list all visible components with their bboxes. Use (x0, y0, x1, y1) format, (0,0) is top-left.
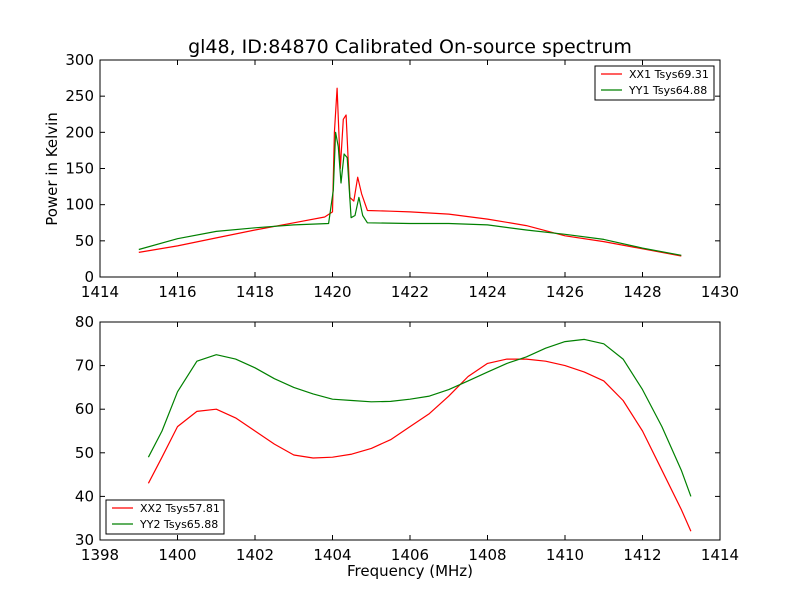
bottom-y-tick-label: 80 (75, 313, 94, 331)
top-y-tick-label: 300 (65, 51, 94, 69)
bottom-x-tick-label: 1404 (313, 546, 351, 564)
top-x-tick-label: 1430 (701, 283, 739, 301)
bottom-x-axis: 1398 1400 1402 1404 1406 1408 1410 1412 1414 (81, 322, 739, 564)
top-legend: XX1 Tsys69.31 YY1 Tsys64.88 (594, 65, 715, 101)
top-y-tick-label: 50 (75, 232, 94, 250)
bottom-series-line-1 (147, 338, 692, 497)
top-series-line-1 (138, 131, 682, 256)
bottom-series-line-0 (147, 358, 692, 532)
bottom-x-tick-label: 1414 (701, 546, 739, 564)
top-x-tick-label: 1424 (468, 283, 506, 301)
bottom-legend: XX2 Tsys57.81 YY2 Tsys65.88 (105, 499, 225, 535)
top-x-tick-label: 1418 (236, 283, 274, 301)
top-y-tick-label: 100 (65, 196, 94, 214)
bottom-x-tick-label: 1406 (391, 546, 429, 564)
bottom-panel: 1398 1400 1402 1404 1406 1408 1410 1412 1414 30 4… (75, 313, 739, 580)
bottom-legend-label-xx2: XX2 Tsys57.81 (140, 502, 220, 515)
bottom-x-tick-label: 1400 (158, 546, 196, 564)
bottom-x-tick-label: 1412 (623, 546, 661, 564)
top-panel: 1414 1416 1418 1420 1422 1424 1426 1428 1430 0 50… (43, 51, 739, 301)
top-y-tick-label: 0 (84, 268, 94, 286)
bottom-x-tick-label: 1402 (236, 546, 274, 564)
bottom-x-tick-label: 1410 (546, 546, 584, 564)
top-x-tick-label: 1426 (546, 283, 584, 301)
bottom-y-tick-label: 50 (75, 444, 94, 462)
bottom-y-tick-label: 40 (75, 487, 94, 505)
top-y-tick-label: 200 (65, 123, 94, 141)
top-y-tick-label: 150 (65, 160, 94, 178)
top-y-tick-label: 250 (65, 87, 94, 105)
top-x-tick-label: 1414 (81, 283, 119, 301)
top-x-tick-label: 1416 (158, 283, 196, 301)
bottom-y-tick-label: 30 (75, 531, 94, 549)
bottom-x-tick-label: 1398 (81, 546, 119, 564)
top-x-tick-label: 1428 (623, 283, 661, 301)
top-x-tick-label: 1422 (391, 283, 429, 301)
top-y-axis-label: Power in Kelvin (43, 112, 61, 226)
bottom-legend-label-yy2: YY2 Tsys65.88 (139, 518, 218, 531)
top-legend-label-xx1: XX1 Tsys69.31 (629, 68, 709, 81)
top-series-group (138, 87, 682, 257)
bottom-legend-box (105, 499, 225, 535)
chart-title: gl48, ID:84870 Calibrated On-source spec… (188, 36, 632, 58)
top-series-line-0 (138, 87, 682, 257)
bottom-y-axis: 30 40 50 60 70 80 (75, 313, 720, 549)
top-y-axis: 0 50 100 150 200 250 300 (65, 51, 720, 286)
top-legend-box (594, 65, 715, 101)
top-x-axis: 1414 1416 1418 1420 1422 1424 1426 1428 1430 (81, 60, 739, 301)
bottom-y-tick-label: 60 (75, 400, 94, 418)
bottom-x-axis-label: Frequency (MHz) (347, 562, 473, 580)
bottom-series-group (147, 338, 692, 532)
top-legend-label-yy1: YY1 Tsys64.88 (628, 84, 707, 97)
top-x-tick-label: 1420 (313, 283, 351, 301)
bottom-x-tick-label: 1408 (468, 546, 506, 564)
bottom-y-tick-label: 70 (75, 357, 94, 375)
